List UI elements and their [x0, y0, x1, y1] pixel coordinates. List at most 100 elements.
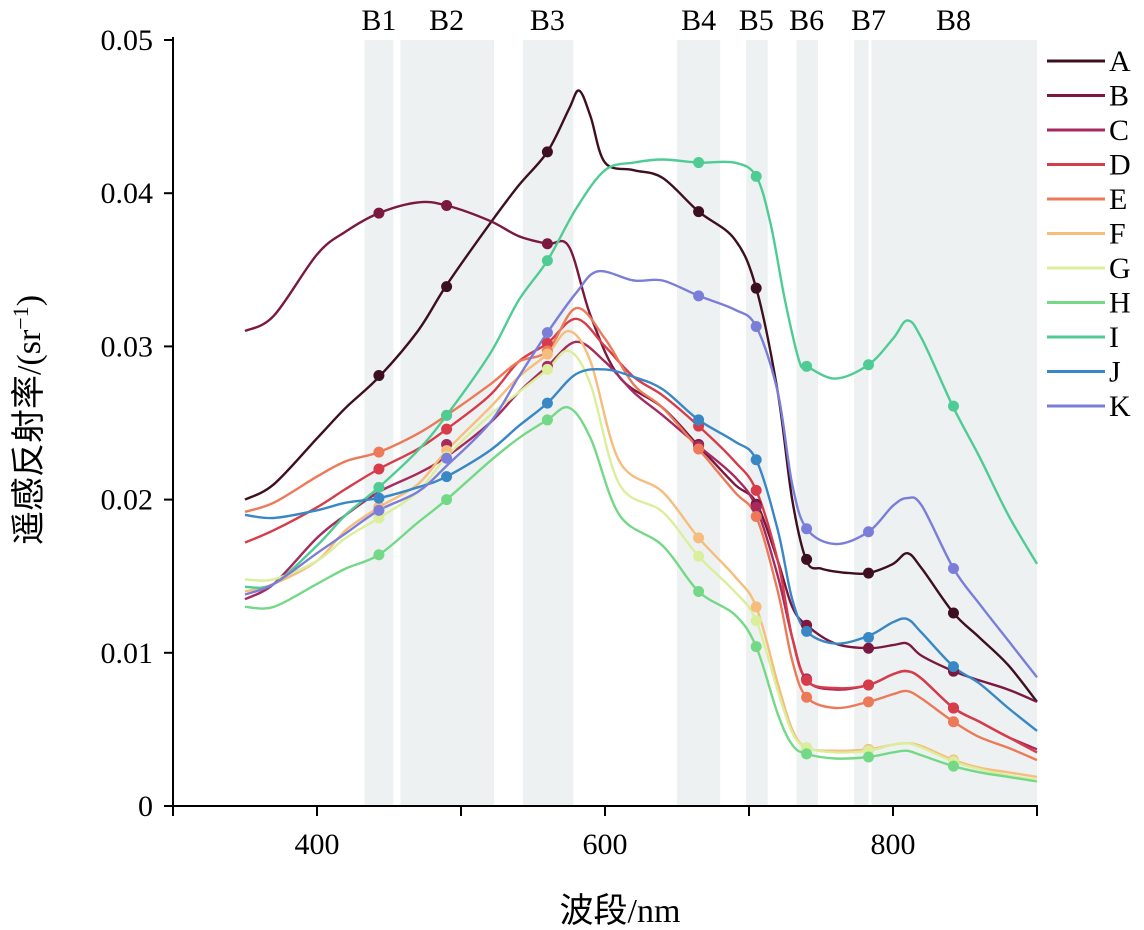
series-marker-k — [693, 290, 705, 302]
series-marker-i — [373, 481, 385, 493]
series-marker-d — [750, 484, 762, 496]
series-marker-i — [863, 359, 875, 371]
band-region-b2 — [400, 40, 495, 806]
series-marker-d — [947, 702, 959, 714]
series-marker-j — [441, 471, 453, 483]
series-marker-a — [863, 567, 875, 579]
band-region-b8 — [871, 40, 1037, 806]
legend-label-j: J — [1109, 356, 1121, 389]
series-marker-d — [863, 679, 875, 691]
series-marker-c — [750, 501, 762, 513]
series-marker-d — [541, 337, 553, 349]
series-marker-a — [801, 553, 813, 565]
series-marker-d — [373, 463, 385, 475]
series-marker-i — [750, 170, 762, 182]
series-marker-e — [373, 446, 385, 458]
series-marker-h — [693, 586, 705, 598]
series-marker-a — [693, 206, 705, 218]
series-marker-j — [541, 397, 553, 409]
series-markers — [373, 146, 959, 772]
series-marker-k — [947, 563, 959, 575]
band-label-b1: B1 — [361, 4, 396, 37]
series-marker-f — [541, 348, 553, 360]
band-region-b7 — [854, 40, 869, 806]
legend-label-h: H — [1109, 287, 1131, 320]
legend-label-b: B — [1109, 80, 1129, 113]
series-marker-h — [863, 751, 875, 763]
y-tick-label: 0 — [138, 790, 153, 823]
series-marker-j — [750, 454, 762, 466]
series-marker-i — [541, 255, 553, 267]
series-marker-h — [801, 748, 813, 760]
series-marker-k — [541, 327, 553, 339]
series-marker-b — [863, 642, 875, 654]
band-region-b5 — [746, 40, 768, 806]
band-labels: B1 B2 B3 B4 B5 B6 B7 B8 — [361, 4, 971, 37]
series-marker-k — [373, 504, 385, 516]
band-label-b7: B7 — [851, 4, 886, 37]
ticks: 0 0.01 0.02 0.03 0.04 0.05 400 600 800 — [101, 24, 1038, 861]
series-marker-b — [373, 207, 385, 219]
series-marker-i — [947, 400, 959, 412]
y-tick-label: 0.05 — [101, 24, 154, 57]
legend-label-k: K — [1109, 390, 1131, 423]
series-marker-k — [801, 523, 813, 535]
series-marker-b — [441, 199, 453, 211]
x-axis-title: 波段/nm — [560, 892, 681, 930]
y-tick-label: 0.04 — [101, 177, 154, 210]
series-line-a — [244, 89, 1038, 703]
series-marker-b — [541, 238, 553, 250]
y-axis-title: 遥感反射率/(sr−1) — [8, 295, 48, 545]
series-marker-e — [801, 691, 813, 703]
band-label-b2: B2 — [429, 4, 464, 37]
series-marker-j — [863, 631, 875, 643]
series-marker-j — [693, 414, 705, 426]
series-marker-h — [441, 494, 453, 506]
series-marker-k — [750, 320, 762, 332]
band-label-b5: B5 — [739, 4, 774, 37]
legend-label-i: I — [1109, 321, 1119, 354]
series-marker-i — [441, 409, 453, 421]
legend-label-f: F — [1109, 218, 1126, 251]
band-label-b6: B6 — [789, 4, 824, 37]
series-marker-a — [750, 282, 762, 294]
series-marker-j — [801, 625, 813, 637]
y-axis-title-main: 遥感反射率/(sr — [10, 329, 48, 545]
band-region-b1 — [364, 40, 394, 806]
series-marker-g — [693, 550, 705, 562]
band-label-b3: B3 — [530, 4, 565, 37]
series-marker-k — [863, 526, 875, 538]
x-tick-label: 600 — [583, 828, 628, 861]
band-label-b4: B4 — [681, 4, 716, 37]
series-marker-h — [373, 549, 385, 561]
series-marker-f — [693, 532, 705, 544]
series-marker-j — [373, 492, 385, 504]
series-marker-a — [541, 146, 553, 158]
x-tick-label: 400 — [295, 828, 340, 861]
series-marker-f — [750, 601, 762, 613]
y-axis-title-superscript: −1 — [8, 306, 33, 329]
y-tick-label: 0.01 — [101, 637, 154, 670]
series-marker-a — [441, 281, 453, 293]
y-tick-label: 0.03 — [101, 330, 154, 363]
band-region-b6 — [796, 40, 819, 806]
series-marker-k — [441, 452, 453, 464]
series-marker-g — [373, 512, 385, 524]
series-marker-h — [750, 641, 762, 653]
series-marker-h — [541, 414, 553, 426]
y-tick-label: 0.02 — [101, 484, 154, 517]
series-marker-a — [947, 607, 959, 619]
series-marker-j — [947, 661, 959, 673]
series-marker-e — [947, 716, 959, 728]
series-marker-d — [801, 674, 813, 686]
legend-label-g: G — [1109, 252, 1131, 285]
series-marker-e — [863, 696, 875, 708]
legend-label-e: E — [1109, 183, 1127, 216]
series-marker-e — [693, 443, 705, 455]
series-marker-a — [373, 370, 385, 382]
y-axis-title-close: ) — [11, 295, 48, 306]
series-marker-e — [750, 510, 762, 522]
series-marker-h — [947, 760, 959, 772]
x-tick-label: 800 — [871, 828, 916, 861]
